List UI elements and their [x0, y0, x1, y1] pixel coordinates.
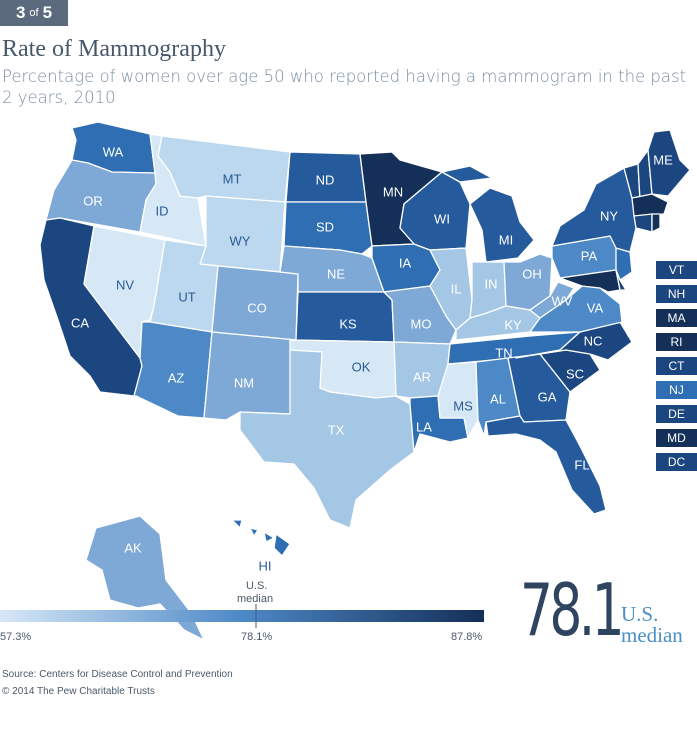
label-ny: NY — [600, 208, 618, 223]
state-ct[interactable] — [633, 213, 653, 233]
source-note: Source: Centers for Disease Control and … — [2, 669, 233, 680]
label-nv: NV — [116, 277, 134, 292]
label-mo: MO — [411, 316, 432, 331]
label-wi: WI — [434, 211, 450, 226]
state-shapes — [39, 121, 691, 641]
label-oh: OH — [522, 266, 542, 281]
label-va: VA — [587, 300, 604, 315]
state-ri[interactable] — [651, 213, 661, 233]
label-hi: HI — [259, 558, 272, 573]
label-mn: MN — [383, 184, 403, 199]
label-ga: GA — [538, 389, 557, 404]
label-mt: MT — [223, 171, 242, 186]
state-me[interactable] — [647, 129, 691, 197]
state-labels: WA OR CA NV ID MT WY UT AZ CO NM ND SD N… — [71, 144, 673, 573]
label-al: AL — [490, 391, 506, 406]
label-tn: TN — [495, 345, 512, 360]
page-indicator: 3 of 5 — [0, 0, 68, 26]
label-sc: SC — [566, 366, 584, 381]
label-ne: NE — [327, 266, 345, 281]
state-box-dc[interactable]: DC — [656, 453, 697, 471]
label-ks: KS — [339, 316, 357, 331]
label-mi: MI — [499, 232, 513, 247]
state-box-ma[interactable]: MA — [656, 309, 697, 327]
state-box-nh[interactable]: NH — [656, 285, 697, 303]
chart-subtitle: Percentage of women over age 50 who repo… — [2, 67, 687, 107]
label-az: AZ — [168, 370, 185, 385]
state-ak[interactable] — [85, 515, 205, 641]
median-word-us: U.S. — [621, 602, 659, 626]
state-box-de[interactable]: DE — [656, 405, 697, 423]
label-wa: WA — [103, 144, 124, 159]
label-ak: AK — [124, 540, 142, 555]
page-total: 5 — [42, 3, 53, 22]
label-wv: WV — [552, 293, 573, 308]
label-me: ME — [653, 152, 673, 167]
label-ar: AR — [413, 369, 431, 384]
label-la: LA — [416, 419, 432, 434]
state-box-md[interactable]: MD — [656, 429, 697, 447]
page-of: of — [29, 7, 39, 19]
state-hi[interactable] — [231, 519, 291, 557]
state-box-nj[interactable]: NJ — [656, 381, 697, 399]
label-ok: OK — [352, 359, 371, 374]
state-ny[interactable] — [551, 167, 637, 253]
label-wy: WY — [230, 233, 251, 248]
label-fl: FL — [574, 457, 589, 472]
median-word-median: median — [621, 623, 683, 647]
label-nc: NC — [584, 333, 603, 348]
label-il: IL — [451, 281, 462, 296]
label-ky: KY — [504, 317, 522, 332]
state-nc[interactable] — [515, 321, 633, 361]
legend-median: 78.1% — [241, 631, 273, 643]
median-value: 78.1 — [520, 568, 625, 652]
label-ut: UT — [178, 289, 195, 304]
state-ma[interactable] — [631, 193, 669, 217]
state-box-ri[interactable]: RI — [656, 333, 697, 351]
state-fl[interactable] — [485, 415, 607, 515]
state-box-ct[interactable]: CT — [656, 357, 697, 375]
label-ia: IA — [399, 255, 412, 270]
label-nd: ND — [316, 172, 335, 187]
legend-median-label-1: U.S. — [246, 580, 268, 592]
label-in: IN — [485, 276, 498, 291]
state-mt[interactable] — [157, 135, 291, 203]
state-box-vt[interactable]: VT — [656, 261, 697, 279]
label-tx: TX — [328, 422, 345, 437]
page-current: 3 — [15, 3, 26, 22]
label-nm: NM — [234, 375, 254, 390]
state-tx[interactable] — [239, 349, 415, 529]
state-mi[interactable] — [441, 165, 535, 263]
legend-median-label-2: median — [237, 593, 274, 605]
state-de[interactable] — [615, 269, 627, 291]
legend-gradient-bar — [0, 610, 484, 622]
copyright-note: © 2014 The Pew Charitable Trusts — [2, 686, 155, 697]
label-id: ID — [156, 203, 169, 218]
label-co: CO — [247, 300, 267, 315]
chart-title: Rate of Mammography — [2, 36, 226, 62]
legend-max: 87.8% — [451, 631, 483, 643]
label-pa: PA — [581, 248, 598, 263]
state-wv[interactable] — [529, 281, 575, 319]
label-ms: MS — [453, 398, 473, 413]
legend-min: 57.3% — [0, 631, 32, 643]
label-ca: CA — [71, 315, 89, 330]
label-or: OR — [83, 193, 103, 208]
label-sd: SD — [316, 219, 334, 234]
